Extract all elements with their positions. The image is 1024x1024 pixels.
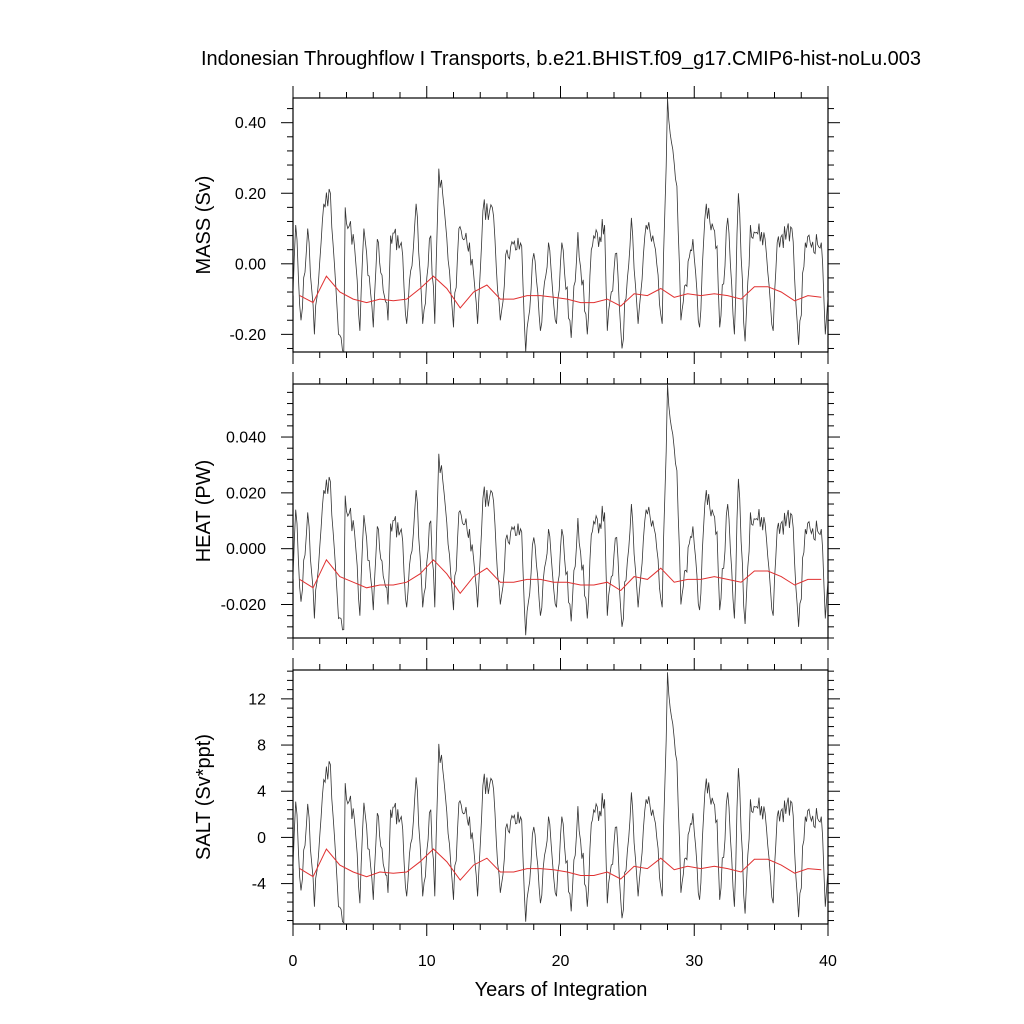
x-axis-title: Years of Integration <box>475 979 648 1001</box>
monthly-series-line <box>293 98 828 352</box>
y-tick-label: 4 <box>257 784 266 801</box>
y-tick-label: 0.040 <box>226 430 266 447</box>
annual-mean-line <box>299 848 822 881</box>
y-tick-label: 8 <box>257 738 266 755</box>
x-tick-label: 10 <box>418 953 436 970</box>
y-tick-label: 12 <box>248 691 266 708</box>
y-axis-title: HEAT (PW) <box>193 460 215 563</box>
y-tick-label: -4 <box>252 876 266 893</box>
annual-mean-line <box>299 558 822 595</box>
y-axis-title: MASS (Sv) <box>193 176 215 275</box>
panel-frame <box>292 669 829 925</box>
y-tick-label: 0.40 <box>235 115 266 132</box>
chart-title: Indonesian Throughflow I Transports, b.e… <box>201 48 921 70</box>
monthly-series-line <box>293 672 828 924</box>
y-tick-label: 0.20 <box>235 186 266 203</box>
y-axis-title: SALT (Sv*ppt) <box>193 734 215 860</box>
x-tick-label: 40 <box>819 953 837 970</box>
y-tick-label: 0.00 <box>235 256 266 273</box>
x-tick-label: 30 <box>685 953 703 970</box>
y-tick-label: 0 <box>257 830 266 847</box>
x-tick-label: 20 <box>552 953 570 970</box>
panel-1: 0.40 0.20 0.00 -0.20 MASS (Sv) <box>193 86 840 364</box>
y-tick-label: 0.000 <box>226 541 266 558</box>
annual-mean-line <box>299 275 822 309</box>
y-tick-label: 0.020 <box>226 485 266 502</box>
y-tick-label: -0.20 <box>230 327 267 344</box>
panel-frame <box>292 97 829 353</box>
panels-group: 0.40 0.20 0.00 -0.20 MASS (Sv) 0.040 0.020 0.00… <box>193 86 840 970</box>
panel-2: 0.040 0.020 0.000 -0.020 HEAT (PW) <box>193 372 840 650</box>
panel-frame <box>292 383 829 639</box>
x-tick-label: 0 <box>289 953 298 970</box>
monthly-series-line <box>293 384 828 636</box>
y-tick-label: -0.020 <box>221 597 266 614</box>
